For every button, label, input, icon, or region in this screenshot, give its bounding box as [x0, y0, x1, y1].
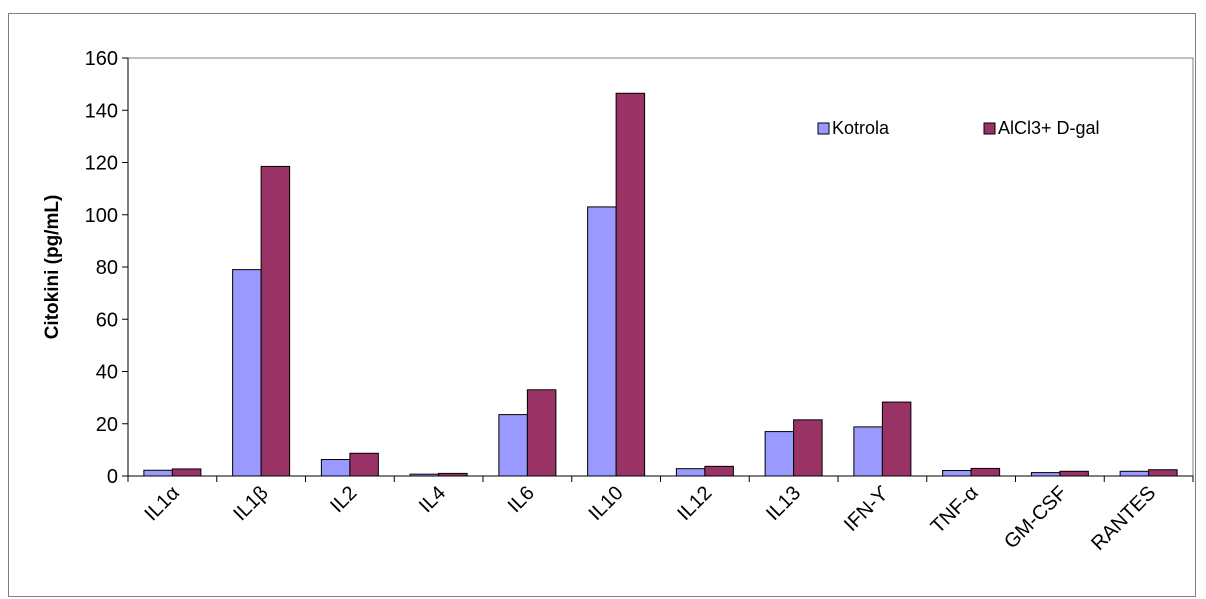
y-tick-label: 140	[85, 100, 118, 122]
bar-alcl3-dgal	[172, 469, 201, 476]
y-axis-title: Citokini (pg/mL)	[42, 195, 63, 340]
x-tick-label: IL1β	[229, 482, 272, 525]
x-tick-label: GM-CSF	[1000, 482, 1071, 553]
bar-alcl3-dgal	[350, 453, 379, 476]
x-tick-label: IL1α	[141, 482, 184, 525]
legend-swatch	[818, 123, 829, 134]
y-tick-label: 0	[107, 466, 118, 488]
x-tick-label: TNF-α	[927, 482, 983, 538]
bar-alcl3-dgal	[616, 93, 645, 476]
x-tick-label: IL10	[585, 482, 628, 525]
bar-alcl3-dgal	[1060, 471, 1089, 476]
bar-alcl3-dgal	[1149, 470, 1178, 476]
bar-alcl3-dgal	[439, 473, 468, 476]
bar-kotrola	[1120, 471, 1149, 476]
bar-kotrola	[1031, 473, 1060, 476]
bar-kotrola	[321, 460, 350, 476]
legend-label: Kotrola	[832, 118, 890, 138]
y-tick-label: 40	[96, 362, 118, 384]
legend-label: AlCl3+ D-gal	[998, 118, 1100, 138]
y-axis: 0 20 40 60 80 100 120 140 160	[85, 48, 128, 488]
bar-kotrola	[676, 469, 705, 476]
y-tick-label: 60	[96, 309, 118, 331]
y-tick-label: 20	[96, 414, 118, 436]
y-tick-label: 160	[85, 48, 118, 70]
x-tick-label: IL13	[762, 482, 805, 525]
bar-kotrola	[588, 207, 617, 476]
bar-kotrola	[233, 270, 262, 476]
bar-kotrola	[144, 470, 173, 476]
x-axis: IL1α IL1β IL2 IL4 IL6 IL10 IL12 IL13 IFN-Ƴ TNF-α G…	[128, 476, 1193, 555]
bar-alcl3-dgal	[971, 468, 1000, 476]
bar-alcl3-dgal	[794, 420, 823, 476]
y-tick-label: 100	[85, 205, 118, 227]
bar-alcl3-dgal	[882, 402, 911, 476]
x-tick-label: RANTES	[1087, 482, 1160, 555]
x-tick-label: IL12	[673, 482, 716, 525]
bar-kotrola	[410, 474, 439, 476]
bar-kotrola	[499, 415, 528, 476]
bar-kotrola	[943, 471, 972, 476]
x-tick-label: IL2	[326, 482, 361, 517]
bar-kotrola	[854, 427, 883, 476]
y-tick-label: 120	[85, 153, 118, 175]
legend-swatch	[984, 123, 995, 134]
bar-alcl3-dgal	[261, 166, 290, 476]
x-tick-label: IL4	[415, 482, 450, 517]
x-tick-label: IFN-Ƴ	[840, 482, 894, 536]
x-tick-label: IL6	[504, 482, 539, 517]
bar-alcl3-dgal	[527, 390, 556, 476]
y-tick-label: 80	[96, 257, 118, 279]
bar-alcl3-dgal	[705, 466, 734, 476]
bar-kotrola	[765, 432, 794, 476]
